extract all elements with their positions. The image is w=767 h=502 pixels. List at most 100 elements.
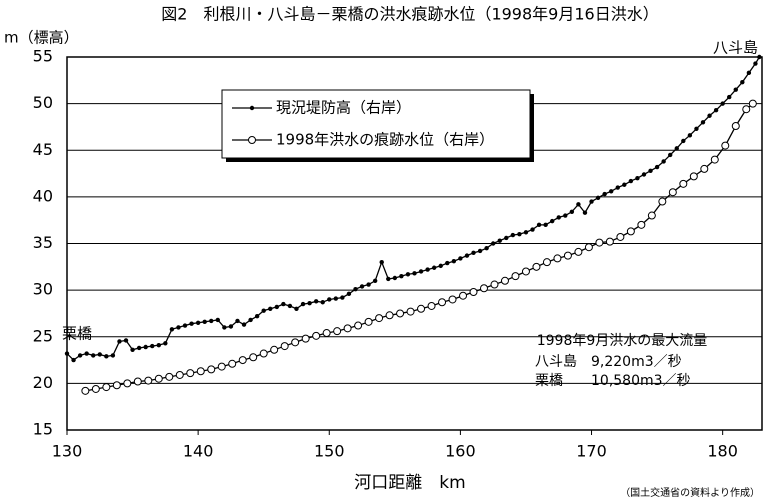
point <box>312 331 321 340</box>
point <box>379 259 384 265</box>
point <box>720 101 725 106</box>
y-tick-label: 35 <box>33 233 53 252</box>
plot-frame <box>66 56 763 431</box>
point <box>445 260 450 266</box>
point <box>727 94 732 100</box>
point <box>340 295 345 300</box>
point <box>615 185 620 190</box>
source: （国土交通省の資料より作成） <box>620 486 760 499</box>
point <box>427 301 436 310</box>
point <box>165 372 174 381</box>
point <box>91 353 96 358</box>
point <box>504 235 509 241</box>
point <box>399 273 404 279</box>
point <box>248 317 253 323</box>
point <box>553 254 562 263</box>
point <box>549 218 555 224</box>
point <box>156 342 161 348</box>
point <box>490 280 499 289</box>
point <box>622 182 627 187</box>
point <box>637 220 646 229</box>
point <box>327 297 332 302</box>
point <box>471 250 476 256</box>
point <box>641 172 647 177</box>
point <box>133 377 142 386</box>
point <box>679 179 688 188</box>
point <box>480 284 488 293</box>
y-tick-label: 20 <box>33 373 53 392</box>
point <box>189 321 194 326</box>
point <box>196 367 205 376</box>
point <box>500 276 509 285</box>
point <box>77 353 83 358</box>
point <box>235 318 240 324</box>
point <box>182 323 188 328</box>
point <box>589 199 594 204</box>
point <box>110 353 116 358</box>
legend-marker <box>248 136 256 144</box>
point <box>626 227 635 236</box>
point <box>448 295 457 304</box>
point <box>333 327 342 336</box>
point <box>602 191 607 197</box>
point <box>477 248 483 254</box>
point <box>563 251 572 260</box>
note-text: 栗橋 10,580m3／秒 <box>535 373 691 389</box>
point <box>300 301 306 307</box>
point <box>438 263 443 269</box>
point <box>608 189 614 194</box>
point <box>154 374 163 383</box>
point <box>668 152 673 158</box>
point <box>354 321 363 330</box>
point <box>542 258 551 267</box>
point <box>169 327 175 332</box>
point <box>346 291 352 297</box>
point <box>81 386 90 395</box>
point <box>202 319 207 325</box>
point <box>733 87 738 92</box>
point <box>104 354 109 359</box>
point <box>254 314 260 319</box>
point <box>595 195 601 201</box>
x-tick-label: 180 <box>707 442 738 461</box>
point <box>364 317 373 326</box>
point <box>417 304 426 313</box>
point <box>757 54 762 60</box>
x-tick-label: 140 <box>183 442 214 461</box>
point <box>648 168 653 173</box>
point <box>222 325 227 330</box>
point <box>710 155 719 164</box>
point <box>689 172 698 181</box>
point <box>647 211 656 220</box>
point <box>117 339 122 344</box>
point <box>130 347 135 353</box>
point <box>396 309 405 318</box>
point <box>392 275 398 281</box>
point <box>372 278 378 283</box>
point <box>280 342 289 351</box>
point <box>668 188 677 197</box>
y-axis-label: m（標高） <box>4 29 79 47</box>
point <box>464 253 470 258</box>
point <box>635 176 640 181</box>
point <box>628 178 634 184</box>
point <box>281 301 286 307</box>
point <box>353 286 358 292</box>
point <box>366 282 371 287</box>
point <box>320 300 325 305</box>
point <box>700 164 709 173</box>
y-tick-label: 15 <box>33 420 53 439</box>
point <box>425 267 430 272</box>
legend <box>221 89 531 159</box>
point <box>742 105 751 114</box>
x-tick-label: 170 <box>576 442 607 461</box>
point <box>150 343 155 349</box>
point <box>431 265 437 270</box>
point <box>584 243 593 252</box>
point <box>217 362 226 371</box>
point <box>215 317 221 323</box>
point <box>674 146 679 151</box>
point <box>359 284 365 289</box>
point <box>195 320 201 325</box>
point <box>748 99 757 108</box>
